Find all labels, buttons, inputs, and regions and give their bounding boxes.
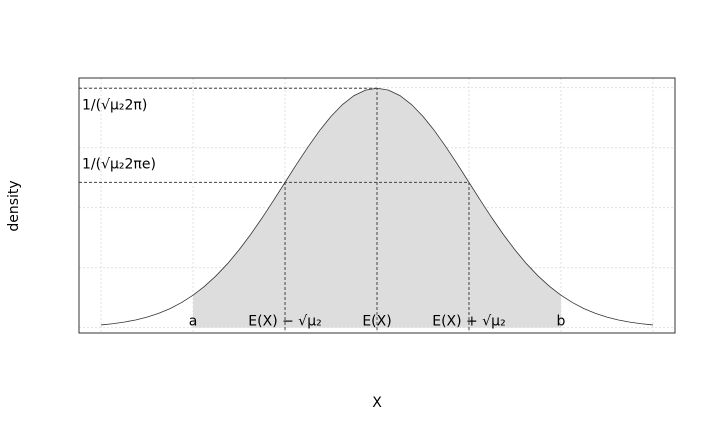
annotation: E(X) − √μ₂ — [248, 314, 321, 330]
reference-label: 1/(√μ₂2π) — [82, 97, 147, 113]
annotation: E(X) — [362, 314, 391, 330]
annotation: E(X) + √μ₂ — [432, 314, 505, 330]
x-axis-label: X — [372, 395, 382, 411]
annotation: b — [557, 314, 566, 330]
reference-label: 1/(√μ₂2πe) — [82, 156, 156, 172]
annotation: a — [189, 314, 198, 330]
y-axis-label: density — [6, 180, 22, 231]
plot-border — [78, 77, 676, 334]
